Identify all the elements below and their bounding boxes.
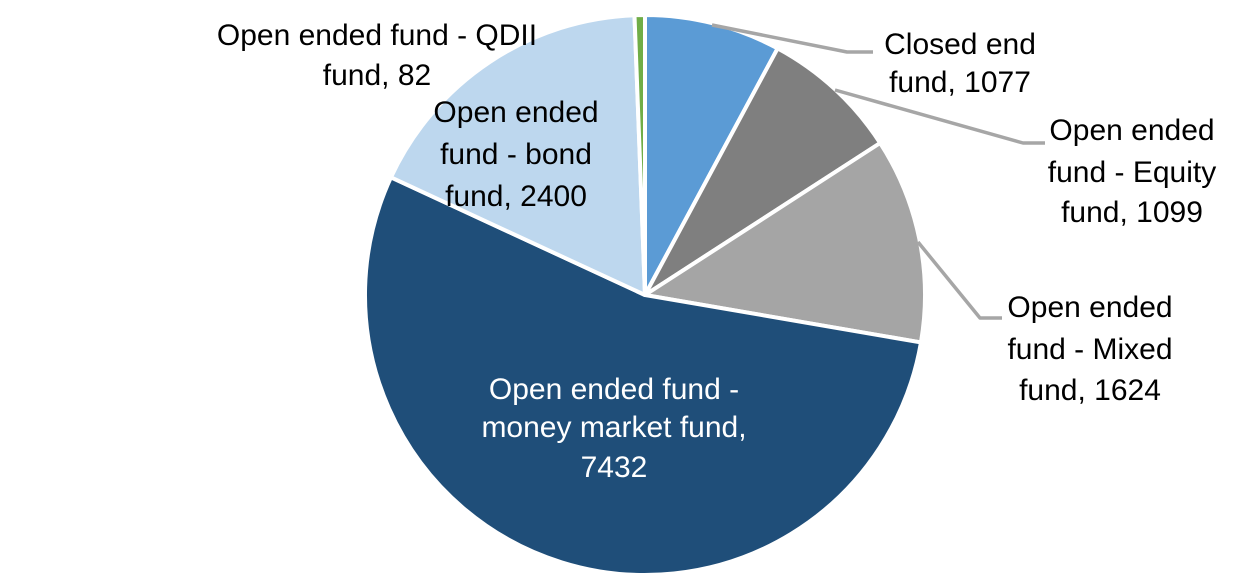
data-label-line: 7432 (581, 451, 648, 484)
data-label-line: fund, 82 (323, 59, 431, 92)
data-label-line: Open ended fund - (489, 373, 739, 406)
data-label-open-ended-qdii-fund: Open ended fund - QDII fund, 82 (217, 19, 537, 92)
data-label-open-ended-mixed-fund: Open ended fund - Mixed fund, 1624 (1007, 291, 1172, 407)
data-label-line: Open ended (1049, 114, 1214, 147)
pie-slice-open-ended-bond-fund[interactable] (388, 13, 647, 297)
data-label-line: Open ended (1007, 291, 1172, 324)
pie-slice-closed-end-fund[interactable] (643, 13, 780, 297)
pie-slice-open-ended-equity-fund[interactable] (643, 46, 883, 297)
data-label-line: fund - Mixed (1007, 333, 1172, 366)
data-label-line: fund, 1624 (1019, 374, 1161, 407)
leader-line-closed-end-fund (711, 23, 873, 54)
data-label-open-ended-equity-fund: Open ended fund - Equity fund, 1099 (1048, 114, 1216, 229)
pie-slice-open-ended-money-market-fund[interactable] (363, 175, 923, 577)
data-label-line: fund, 1099 (1061, 196, 1203, 229)
data-label-open-ended-bond-fund: Open ended fund - bond fund, 2400 (433, 96, 598, 213)
data-label-open-ended-money-market-fund: Open ended fund - money market fund, 7432 (481, 373, 746, 484)
data-label-line: Open ended fund - QDII (217, 19, 537, 52)
leader-line-open-ended-equity-fund (834, 88, 1045, 145)
leader-line-open-ended-mixed-fund (916, 240, 1002, 320)
data-label-line: Closed end (884, 28, 1036, 61)
data-label-line: fund, 2400 (445, 180, 587, 213)
pie-slice-open-ended-mixed-fund[interactable] (643, 141, 927, 345)
data-label-line: money market fund, (481, 411, 746, 444)
data-label-line: fund, 1077 (889, 66, 1031, 99)
data-label-line: Open ended (433, 96, 598, 129)
pie-slice-open-ended-qdii-fund[interactable] (632, 13, 647, 297)
data-label-line: fund - bond (440, 138, 592, 171)
data-label-line: fund - Equity (1048, 156, 1216, 189)
data-label-closed-end-fund: Closed end fund, 1077 (884, 28, 1036, 99)
